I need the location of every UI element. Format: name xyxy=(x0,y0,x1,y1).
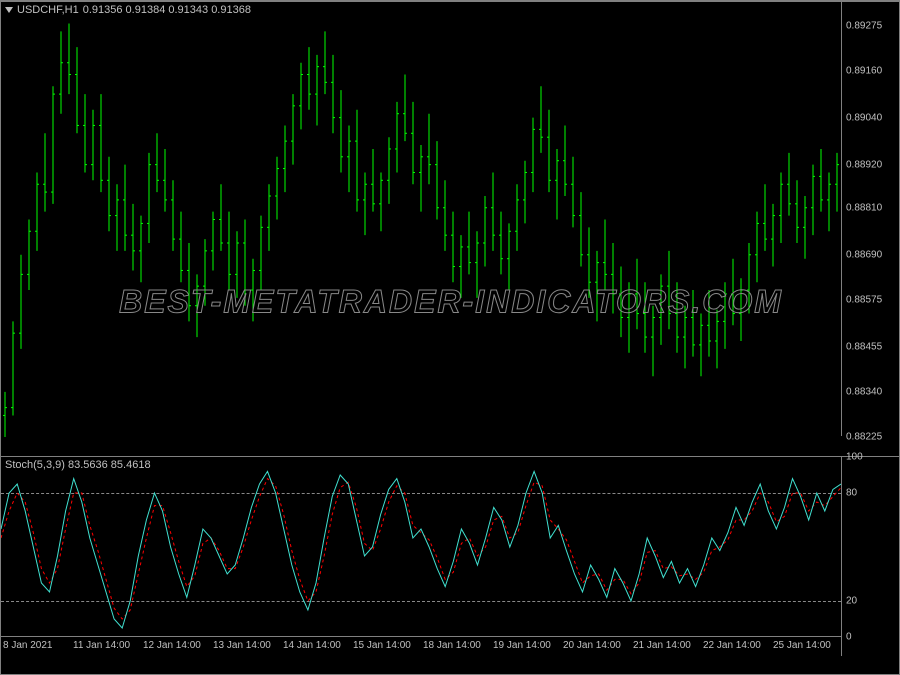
price-ytick: 0.89275 xyxy=(846,20,882,31)
price-ytick: 0.88810 xyxy=(846,202,882,213)
indicator-ytick: 20 xyxy=(846,596,857,607)
price-ytick: 0.88575 xyxy=(846,294,882,305)
price-ytick: 0.88920 xyxy=(846,159,882,170)
time-xtick: 14 Jan 14:00 xyxy=(283,640,341,651)
time-xtick: 11 Jan 14:00 xyxy=(73,640,130,651)
time-xtick: 18 Jan 14:00 xyxy=(423,640,481,651)
time-xtick: 8 Jan 2021 xyxy=(3,640,53,651)
indicator-ytick: 0 xyxy=(846,632,852,643)
time-xtick: 19 Jan 14:00 xyxy=(493,640,551,651)
ohlc-label: 0.91356 0.91384 0.91343 0.91368 xyxy=(83,4,251,16)
price-bars-svg xyxy=(1,2,841,437)
time-xtick: 20 Jan 14:00 xyxy=(563,640,621,651)
indicator-ytick: 100 xyxy=(846,452,863,463)
indicator-label: Stoch(5,3,9) 83.5636 85.4618 xyxy=(5,459,151,471)
indicator-yaxis: 10080200 xyxy=(841,457,900,656)
symbol-label: USDCHF,H1 xyxy=(17,4,79,16)
price-ytick: 0.88225 xyxy=(846,432,882,443)
price-yaxis: 0.89275 0.89160 0.89040 0.88920 0.88810 0.886… xyxy=(841,2,900,436)
time-xtick: 21 Jan 14:00 xyxy=(633,640,691,651)
price-ytick: 0.88340 xyxy=(846,386,882,397)
price-ytick: 0.89040 xyxy=(846,112,882,123)
indicator-ytick: 80 xyxy=(846,488,857,499)
time-xtick: 15 Jan 14:00 xyxy=(353,640,411,651)
time-xtick: 25 Jan 14:00 xyxy=(773,640,831,651)
time-xtick: 12 Jan 14:00 xyxy=(143,640,201,651)
dropdown-icon[interactable] xyxy=(5,7,13,13)
time-xtick: 22 Jan 14:00 xyxy=(703,640,761,651)
price-chart-panel[interactable]: USDCHF,H1 0.91356 0.91384 0.91343 0.9136… xyxy=(1,1,900,456)
price-ytick: 0.88690 xyxy=(846,249,882,260)
indicator-title: Stoch(5,3,9) 83.5636 85.4618 xyxy=(5,459,151,471)
stochastic-panel[interactable]: Stoch(5,3,9) 83.5636 85.4618 10080200 8 … xyxy=(1,456,900,656)
stochastic-svg xyxy=(1,457,841,637)
price-ytick: 0.89160 xyxy=(846,65,882,76)
time-xtick: 13 Jan 14:00 xyxy=(213,640,271,651)
price-chart-area[interactable] xyxy=(1,2,841,436)
time-xaxis: 8 Jan 2021 11 Jan 14:00 12 Jan 14:00 13 Jan… xyxy=(1,636,841,656)
indicator-chart-area[interactable] xyxy=(1,457,841,656)
price-ytick: 0.88455 xyxy=(846,341,882,352)
price-panel-title: USDCHF,H1 0.91356 0.91384 0.91343 0.9136… xyxy=(5,4,251,16)
